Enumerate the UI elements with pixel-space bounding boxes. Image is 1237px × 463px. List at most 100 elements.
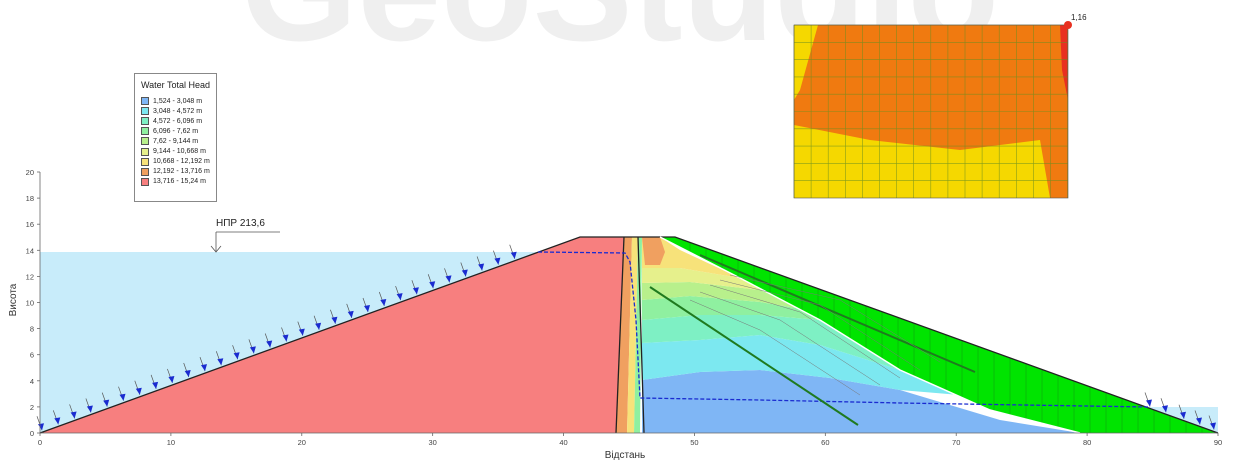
y-axis-ticks: 0 2 4 6 8 10 12 14 16 18 20 xyxy=(26,168,40,438)
pressure-arrow xyxy=(444,268,452,283)
x-tick-label: 80 xyxy=(1083,438,1091,447)
legend-label: 10,668 - 12,192 m xyxy=(153,158,210,166)
downstream-drain-zone xyxy=(660,237,1218,433)
legend-swatch xyxy=(141,127,149,136)
y-tick-label: 20 xyxy=(26,168,34,177)
pressure-arrow xyxy=(232,345,240,360)
flow-line xyxy=(699,254,976,373)
x-axis-ticks: 0 10 20 30 40 50 60 70 80 90 xyxy=(38,433,1222,447)
y-tick-label: 4 xyxy=(30,377,34,386)
pressure-arrow xyxy=(215,351,224,366)
y-tick-label: 2 xyxy=(30,403,34,412)
pressure-arrow xyxy=(378,291,387,307)
legend-swatch xyxy=(141,137,149,146)
x-tick-label: 30 xyxy=(428,438,436,447)
legend-swatch xyxy=(141,107,149,116)
flow-line xyxy=(649,286,859,426)
y-tick-label: 8 xyxy=(30,325,34,334)
legend-item: 10,668 - 12,192 m xyxy=(141,157,210,167)
pressure-arrow xyxy=(411,280,419,295)
pressure-arrow xyxy=(362,297,370,313)
pressure-arrow xyxy=(346,303,354,318)
y-tick-label: 6 xyxy=(30,351,34,360)
legend-item: 9,144 - 10,668 m xyxy=(141,146,210,156)
pressure-arrow xyxy=(313,315,322,330)
legend-label: 9,144 - 10,668 m xyxy=(153,148,206,156)
pressure-arrow xyxy=(52,410,61,425)
pressure-arrow xyxy=(427,274,436,289)
legend-item: 3,048 - 4,572 m xyxy=(141,106,210,116)
water-level-marker: НПР 213,6 xyxy=(210,218,280,253)
inset-value-label: 1,16 xyxy=(1071,13,1087,22)
flow-line-fan xyxy=(689,274,941,396)
legend-label: 3,048 - 4,572 m xyxy=(153,107,203,115)
pressure-arrow xyxy=(1178,404,1186,419)
water-pressure-arrows xyxy=(36,244,1216,431)
dam-core-orange xyxy=(616,237,632,433)
pressure-arrow xyxy=(264,333,273,348)
x-tick-label: 0 xyxy=(38,438,42,447)
y-tick-label: 0 xyxy=(30,429,34,438)
dam-core-yellow xyxy=(627,237,638,433)
y-tick-label: 14 xyxy=(26,246,34,255)
legend-label: 12,192 - 13,716 m xyxy=(153,168,210,176)
pressure-arrow xyxy=(183,362,191,378)
water-level-label: НПР 213,6 xyxy=(216,218,265,229)
y-tick-label: 16 xyxy=(26,220,34,229)
legend-swatch xyxy=(141,97,149,106)
legend-item: 12,192 - 13,716 m xyxy=(141,167,210,177)
dam-outline xyxy=(39,236,1219,434)
pressure-arrow xyxy=(199,356,207,372)
legend-label: 4,572 - 6,096 m xyxy=(153,117,203,125)
pressure-arrow xyxy=(69,404,77,419)
legend-label: 7,62 - 9,144 m xyxy=(153,137,199,145)
y-tick-label: 10 xyxy=(26,299,34,308)
legend-swatch xyxy=(141,157,149,166)
inset-detail: 1,16 xyxy=(793,13,1087,199)
pressure-arrow xyxy=(36,416,44,431)
legend-item: 7,62 - 9,144 m xyxy=(141,136,210,146)
pressure-arrow xyxy=(101,392,110,407)
x-tick-label: 50 xyxy=(690,438,698,447)
pressure-arrow xyxy=(1208,415,1216,430)
x-tick-label: 40 xyxy=(559,438,567,447)
pressure-arrow xyxy=(297,321,305,336)
pressure-arrow xyxy=(281,327,289,342)
pressure-arrow xyxy=(395,285,403,301)
seepage-phreatic-line xyxy=(537,251,1149,408)
legend-swatch xyxy=(141,177,149,186)
y-tick-label: 18 xyxy=(26,194,34,203)
drain-boundary xyxy=(659,236,1081,434)
legend-swatch xyxy=(141,167,149,176)
x-tick-label: 60 xyxy=(821,438,829,447)
pressure-arrow xyxy=(118,386,126,401)
pressure-arrow xyxy=(1160,398,1168,413)
dam-upstream-zone xyxy=(40,237,624,433)
pressure-arrow xyxy=(330,309,338,324)
x-axis-label: Відстань xyxy=(605,450,646,461)
pressure-arrow xyxy=(1144,392,1152,407)
legend-item: 13,716 - 15,24 m xyxy=(141,177,210,187)
legend: Water Total Head 1,524 - 3,048 m 3,048 - … xyxy=(134,73,217,202)
pressure-arrow xyxy=(460,262,468,277)
pressure-arrow xyxy=(167,368,175,384)
core-boundary-left xyxy=(615,236,625,434)
x-tick-label: 10 xyxy=(167,438,175,447)
y-tick-label: 12 xyxy=(26,272,34,281)
legend-item: 1,524 - 3,048 m xyxy=(141,96,210,106)
legend-label: 13,716 - 15,24 m xyxy=(153,178,206,186)
pressure-arrow xyxy=(85,398,93,413)
pressure-arrow xyxy=(150,374,159,389)
x-tick-label: 70 xyxy=(952,438,960,447)
legend-item: 4,572 - 6,096 m xyxy=(141,116,210,126)
legend-item: 6,096 - 7,62 m xyxy=(141,126,210,136)
pressure-arrow xyxy=(134,380,142,395)
pressure-arrow xyxy=(248,339,256,354)
pressure-arrow xyxy=(476,256,485,271)
x-tick-label: 20 xyxy=(298,438,306,447)
legend-label: 6,096 - 7,62 m xyxy=(153,127,199,135)
y-axis-label: Висота xyxy=(8,283,19,316)
legend-label: 1,524 - 3,048 m xyxy=(153,97,203,105)
pressure-arrow xyxy=(509,244,517,259)
